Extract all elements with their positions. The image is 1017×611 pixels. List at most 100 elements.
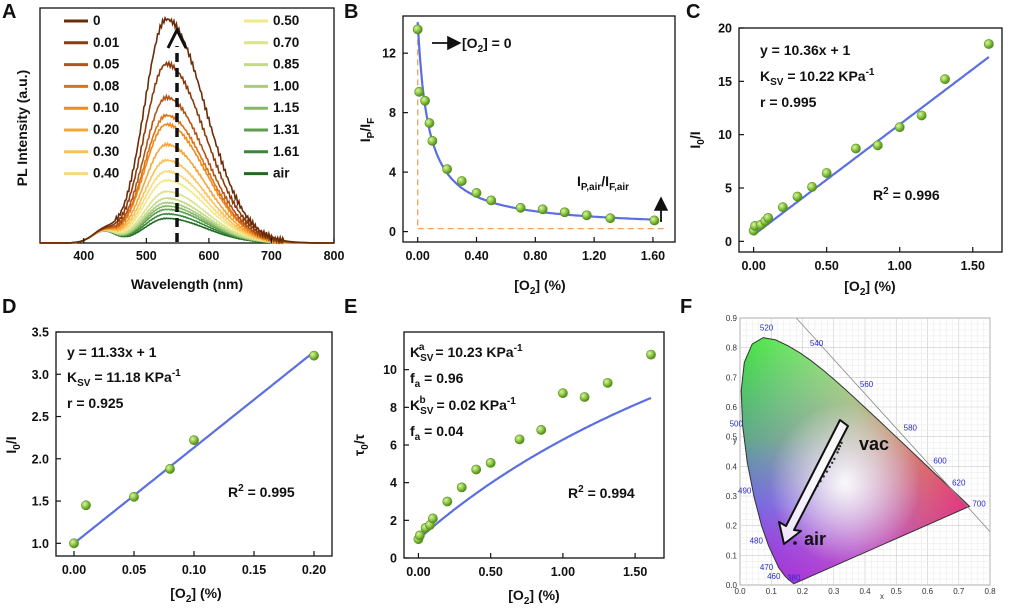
legend-label-air: air (273, 166, 290, 181)
spectrum-curve-0.30 (40, 158, 334, 245)
data-point (427, 135, 438, 146)
legend-label-0.40: 0.40 (93, 166, 119, 181)
panel-d-xlabel: [O2] (%) (170, 585, 221, 605)
cie-trajectory-dot (838, 444, 842, 448)
ytick-label: 20 (718, 22, 732, 36)
data-point (486, 195, 497, 206)
cie-wavelength-520: 520 (760, 323, 774, 332)
panel-a-xtick-label: 400 (73, 249, 94, 263)
cie-ytick-label: 0.1 (726, 551, 738, 560)
panel-d-fit-line (73, 350, 315, 545)
panel-c-frame (738, 27, 1003, 253)
data-point (427, 513, 438, 524)
ytick-label: 8 (389, 106, 396, 120)
panel-f-vac-label: vac (859, 434, 889, 454)
panel-e: E 0.00 0.50 1.00 1.50 0 2 4 6 8 10 KSVa = 10.23 K… (344, 296, 665, 607)
panel-c-ksv: KSV = 10.22 KPa-1 (760, 67, 875, 88)
cie-ytick-label: 0.0 (726, 581, 738, 590)
xtick-label: 0.40 (464, 249, 488, 263)
cie-locus-outline (740, 337, 971, 585)
cie-xtick-label: 0.4 (859, 587, 871, 596)
ytick-label: 15 (718, 75, 732, 89)
cie-xtick-label: 0.8 (984, 587, 996, 596)
data-point (424, 118, 435, 128)
cie-xtick-label: 0.2 (797, 587, 809, 596)
data-point (559, 207, 570, 218)
ytick-label: 6 (390, 439, 397, 453)
xtick-label: 0.50 (814, 259, 838, 273)
data-point (471, 464, 482, 475)
xtick-label: 0.00 (62, 563, 86, 577)
cie-ytick-label: 0.7 (726, 373, 738, 382)
spectrum-curve-0.85 (40, 197, 334, 244)
panel-b-xlabel: [O2] (%) (514, 277, 565, 297)
legend-label-0.70: 0.70 (273, 35, 299, 50)
ytick-label: 2 (390, 514, 397, 528)
panel-f-ylabel: y (733, 436, 737, 445)
cie-diagonal (795, 317, 991, 532)
data-point (850, 143, 861, 154)
panel-b-label: B (344, 1, 358, 23)
xtick-label: 0.80 (523, 249, 547, 263)
legend-label-0: 0 (93, 13, 101, 28)
data-point (129, 491, 139, 502)
data-point (414, 530, 425, 541)
legend-label-0.50: 0.50 (273, 13, 299, 28)
data-point (894, 122, 905, 133)
cie-wavelength-470: 470 (760, 563, 774, 572)
panel-b-ticks: 0.00 0.40 0.80 1.20 1.60 0 4 8 12 (382, 47, 665, 263)
legend-label-0.10: 0.10 (93, 100, 119, 115)
ytick-label: 3.5 (32, 326, 49, 340)
panel-a-xtick-label: 600 (198, 249, 219, 263)
data-point (777, 202, 788, 213)
panel-b-ylabel: IP/IF (357, 118, 377, 142)
cie-wavelength-460: 460 (767, 572, 781, 581)
data-point (485, 457, 496, 468)
data-point (414, 86, 425, 97)
data-point (515, 202, 526, 213)
ytick-label: 2.0 (32, 452, 49, 466)
legend-label-1.61: 1.61 (273, 144, 300, 159)
panel-d-ksv: KSV = 11.18 KPa-1 (67, 368, 181, 389)
data-point (581, 210, 592, 221)
panel-a-legend: 0 0.01 0.05 0.08 0.10 0.20 0.30 0.40 0.50 0.70 0.8… (64, 13, 300, 181)
cie-trajectory-dot (840, 441, 843, 445)
cie-wavelength-580: 580 (904, 424, 918, 433)
cie-ytick-label: 0.9 (726, 314, 738, 323)
data-point (69, 538, 79, 549)
ytick-label: 5 (725, 182, 732, 196)
panel-e-r2: R2 = 0.994 (568, 484, 635, 501)
data-point (514, 434, 525, 445)
cie-trajectory-dot (837, 447, 840, 451)
data-point (872, 140, 883, 151)
legend-label-0.05: 0.05 (93, 57, 120, 72)
data-point (189, 435, 199, 446)
panel-e-ksva: KSVa = 10.23 KPa-1 (410, 342, 523, 364)
data-point (940, 74, 950, 85)
ytick-label: 0 (390, 552, 397, 566)
cie-wavelength-490: 490 (738, 487, 752, 496)
data-point (916, 110, 927, 121)
panel-c-ylabel: I0/I (687, 131, 707, 148)
panel-a-ylabel: PL Intensity (a.u.) (14, 70, 30, 186)
panel-b-points (412, 24, 660, 226)
cie-ytick-label: 0.6 (726, 403, 738, 412)
panel-b-annotation-air: IP,air/IF,air (577, 173, 629, 193)
xtick-label: 0.50 (478, 565, 502, 579)
panel-a-arrow-head-icon (166, 26, 188, 49)
xtick-label: 1.00 (551, 565, 575, 579)
cie-wavelength-480: 480 (750, 536, 764, 545)
panel-a-xlabel: Wavelength (nm) (131, 276, 243, 292)
ytick-label: 1.0 (32, 537, 49, 551)
data-point (605, 213, 616, 224)
panel-c: C 0.00 0.50 1.00 1.50 0 5 10 15 20 y = 10.36x + … (686, 1, 1003, 298)
panel-e-points (413, 349, 656, 545)
xtick-label: 1.50 (961, 259, 985, 273)
panel-d-ticks: 0.00 0.05 0.10 0.15 0.20 1.0 1.5 2.0 2.5 3.0 3.5 (32, 326, 327, 578)
panel-c-r: r = 0.995 (760, 94, 817, 110)
panel-e-xlabel: [O2] (%) (508, 587, 559, 607)
panel-e-fa1: fa = 0.96 (410, 370, 464, 390)
data-point (309, 350, 319, 361)
